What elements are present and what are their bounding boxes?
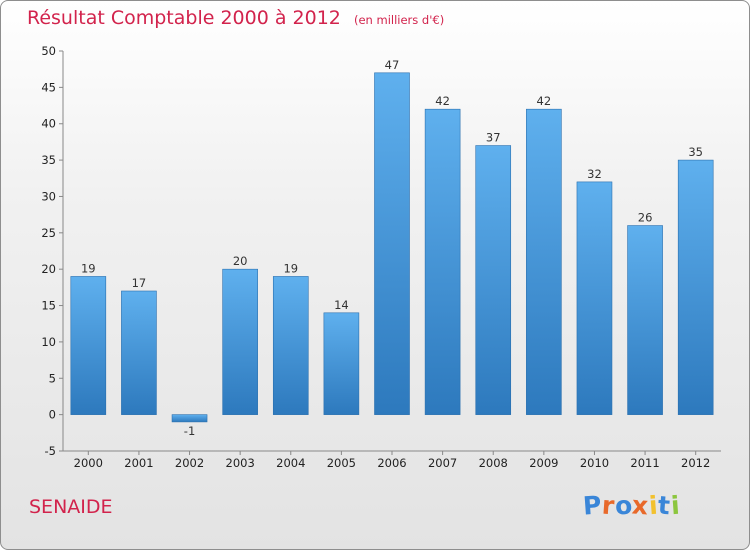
y-tick-label: 5	[49, 371, 56, 385]
bar-data-label: 20	[233, 254, 248, 268]
bar	[475, 145, 512, 415]
bar-data-label: 17	[132, 276, 147, 290]
bar-data-label: 26	[638, 211, 653, 225]
bar-data-label: 42	[537, 94, 552, 108]
y-tick-label: 0	[49, 408, 56, 422]
bar	[171, 414, 208, 423]
y-tick-label: 20	[41, 262, 56, 276]
bar	[70, 276, 107, 415]
x-tick-label: 2004	[276, 456, 305, 470]
x-tick-label: 2008	[479, 456, 508, 470]
y-tick-label: 45	[41, 80, 56, 94]
bar	[323, 312, 360, 415]
x-tick-label: 2011	[630, 456, 659, 470]
bar	[374, 72, 410, 415]
chart-title: Résultat Comptable 2000 à 2012	[27, 7, 341, 29]
bar	[222, 268, 258, 415]
bar	[677, 159, 714, 415]
x-tick-label: 2003	[226, 456, 255, 470]
bar	[627, 225, 663, 415]
logo-letter: P	[582, 490, 603, 521]
x-tick-label: 2001	[124, 456, 153, 470]
bar	[526, 108, 562, 415]
bar-data-label: 32	[587, 167, 602, 181]
x-tick-label: 2000	[74, 456, 103, 470]
y-tick-label: 40	[41, 117, 56, 131]
bar	[272, 276, 309, 415]
x-tick-label: 2009	[529, 456, 558, 470]
y-tick-label: 25	[41, 226, 56, 240]
bar	[576, 181, 613, 415]
bar-data-label: 35	[688, 145, 703, 159]
x-tick-label: 2002	[175, 456, 204, 470]
logo-letter: i	[669, 490, 681, 521]
proxiti-logo[interactable]: Proxiti	[582, 490, 681, 521]
bar-data-label: 47	[385, 58, 400, 72]
bar	[121, 290, 157, 415]
chart-title-block: Résultat Comptable 2000 à 2012 (en milli…	[27, 7, 444, 29]
bar-data-label: 19	[283, 261, 298, 275]
chart-subtitle: (en milliers d'€)	[353, 13, 445, 27]
y-tick-label: -5	[45, 444, 56, 458]
bar-data-label: 42	[435, 94, 450, 108]
x-tick-label: 2010	[580, 456, 609, 470]
x-tick-label: 2005	[327, 456, 356, 470]
y-tick-label: 15	[41, 299, 56, 313]
bar-data-label: 37	[486, 131, 501, 145]
y-tick-label: 35	[41, 153, 56, 167]
logo-letter: x	[631, 490, 650, 521]
commune-name: SENAIDE	[29, 496, 113, 518]
y-tick-label: 10	[41, 335, 56, 349]
x-tick-label: 2006	[377, 456, 406, 470]
x-tick-label: 2007	[428, 456, 457, 470]
bar-data-label: 14	[334, 298, 349, 312]
bar-data-label: 19	[81, 261, 96, 275]
bar-data-label: -1	[184, 424, 195, 438]
y-tick-label: 50	[41, 44, 56, 58]
y-tick-label: 30	[41, 189, 56, 203]
x-tick-label: 2012	[681, 456, 710, 470]
bar	[424, 108, 461, 415]
